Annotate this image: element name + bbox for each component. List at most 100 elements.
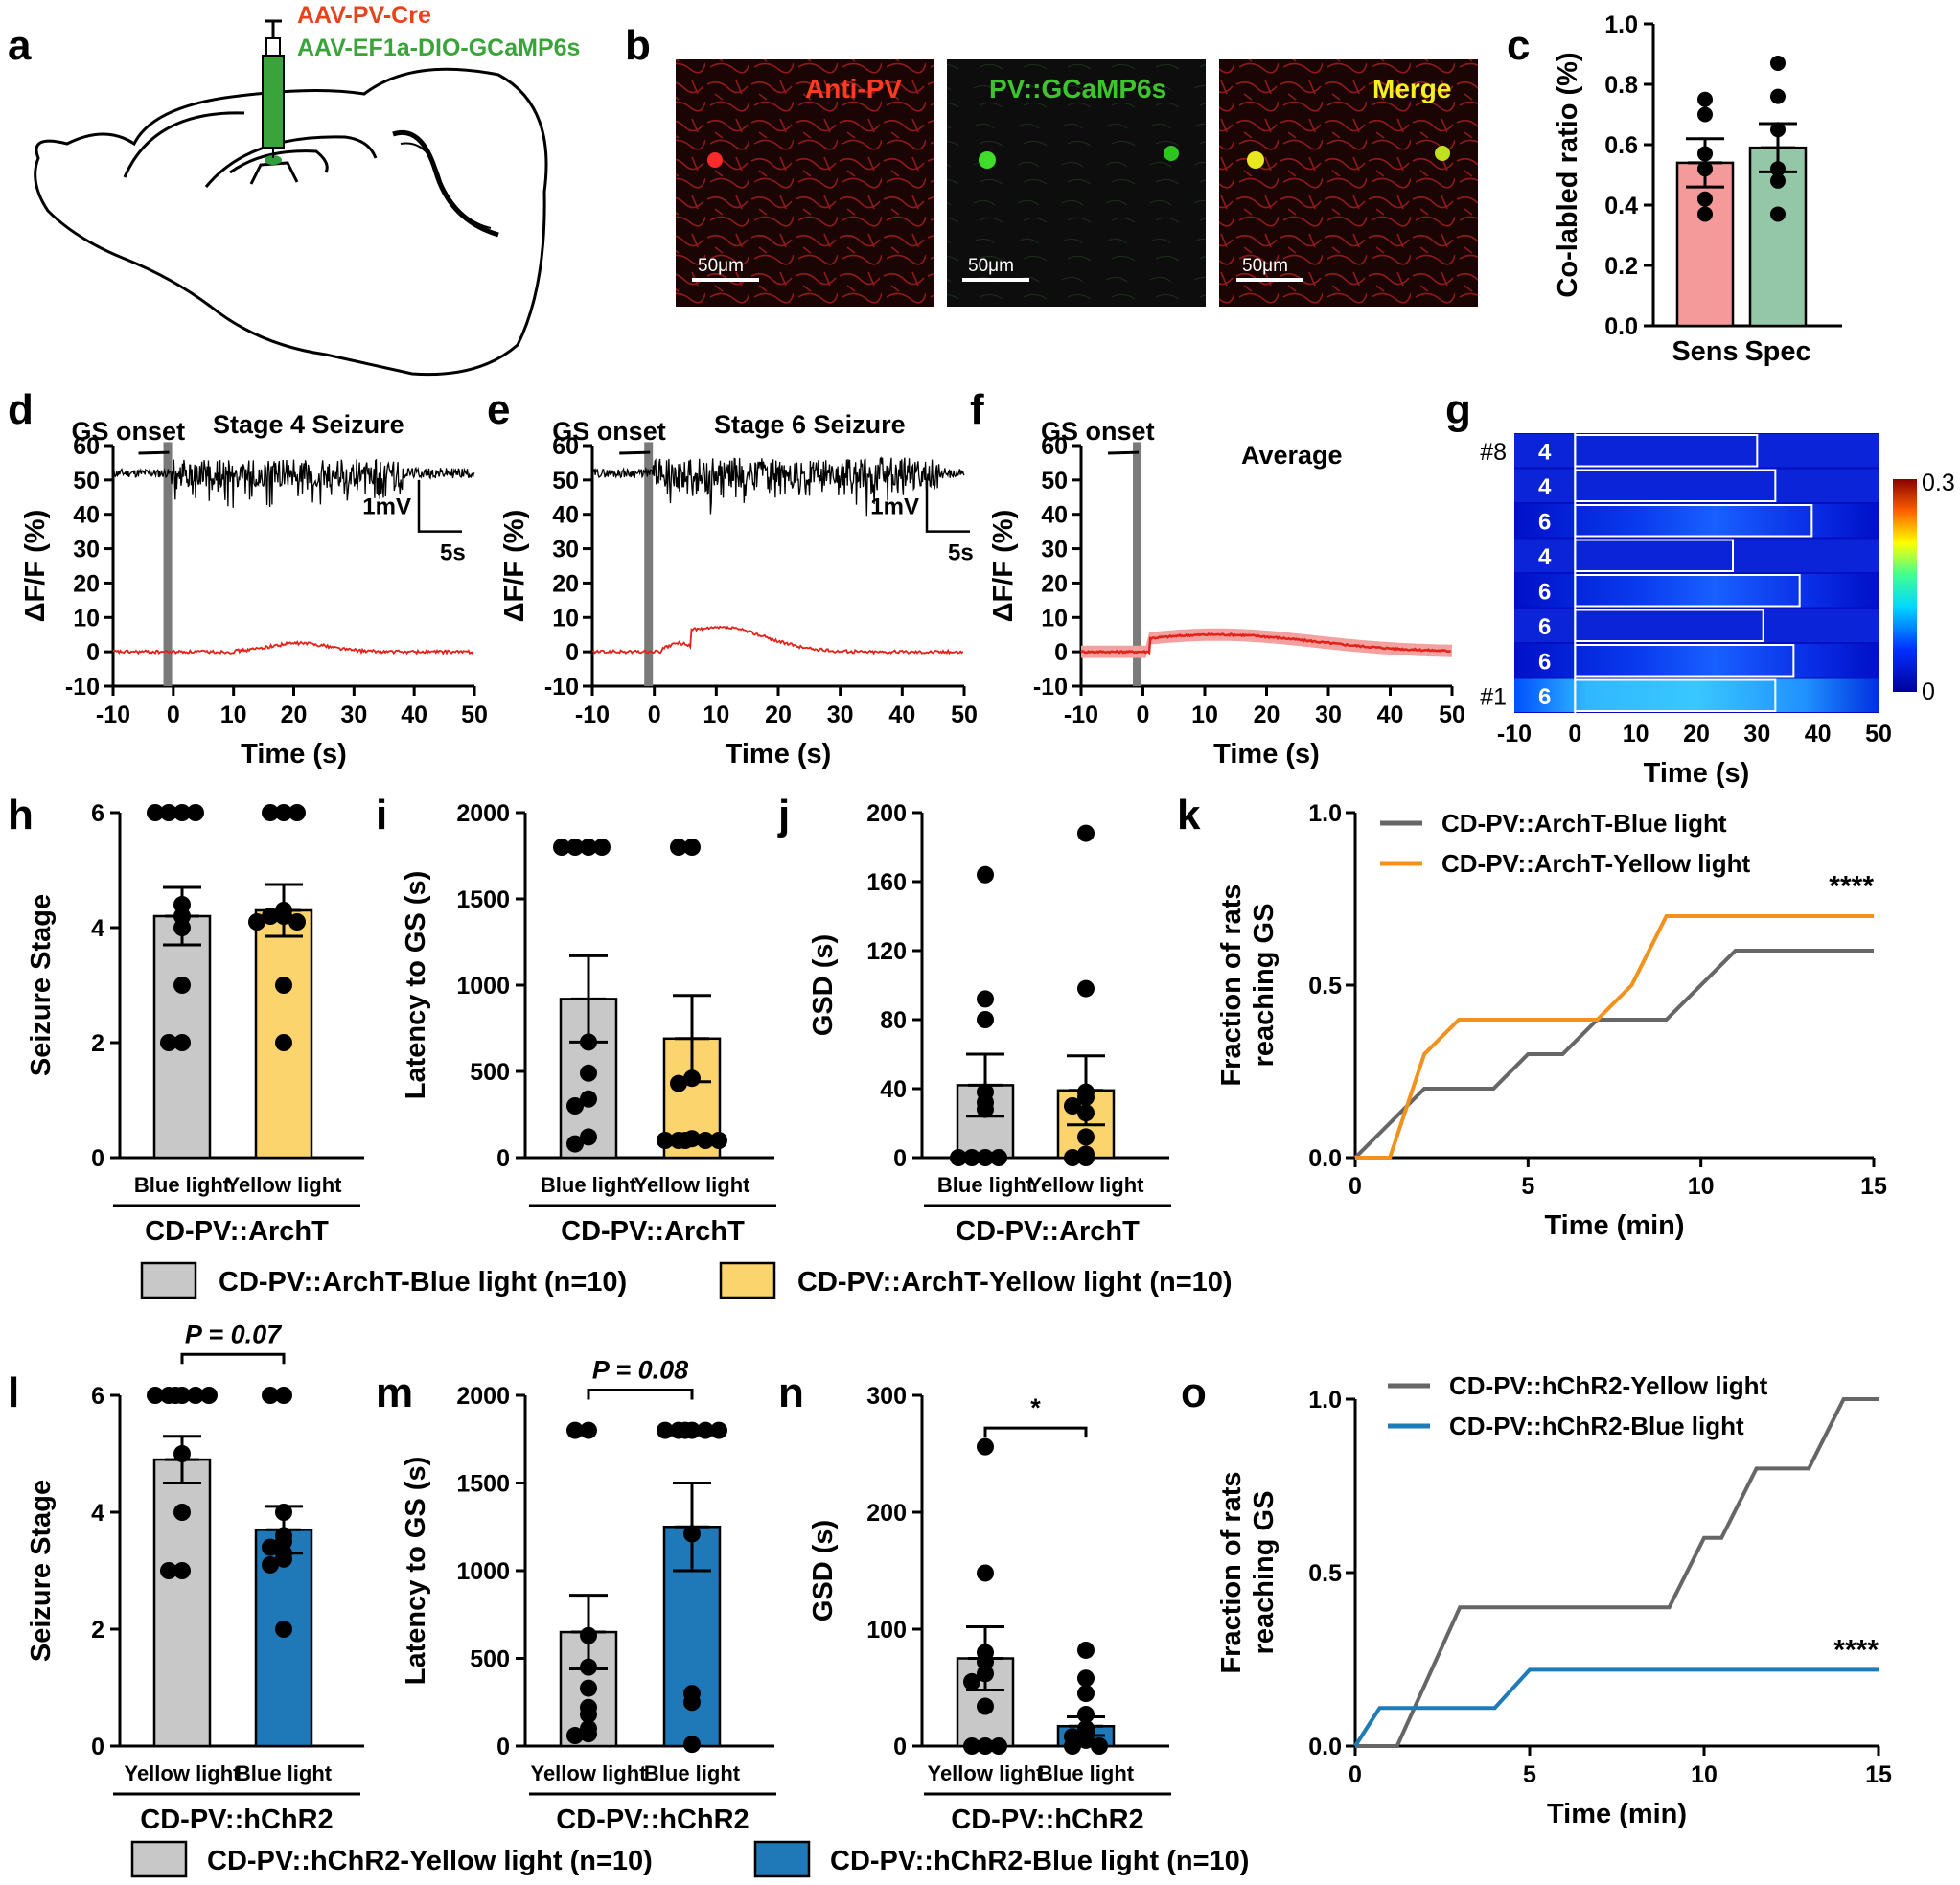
y-tick-label: 1.0 [1308,1387,1342,1414]
panel-letter-h: h [8,792,34,839]
data-point [275,1034,292,1051]
significance-stars: **** [1833,1635,1879,1667]
data-point [262,1538,279,1556]
panel-b-micrographs: Anti-PV 50μm PV::GCaMP6s 50μm Merge 50μm [676,59,1478,307]
data-point [566,1135,584,1153]
data-point [566,1097,584,1115]
y-tick-label: 50 [552,468,579,494]
data-point [710,1421,727,1439]
rank-bottom-label: #1 [1480,684,1507,711]
panel-letter-n: n [778,1369,804,1416]
trace-title: Stage 6 Seizure [714,410,906,439]
series-line-2 [1355,914,1874,1160]
y-axis-label: reaching GS [1249,1491,1280,1655]
data-point [566,839,584,856]
chart-k-cumulative: 0.0 0.5 1.0 0 5 10 15 Time (min) Fraction of rat… [1216,800,1887,1241]
x-category-label: Yellow light [225,1173,342,1197]
y-axis-label: GSD (s) [808,934,839,1036]
x-tick-label: 30 [827,701,854,728]
micrograph-label-gcamp: PV::GCaMP6s [989,74,1166,103]
x-axis-label: Time (s) [1644,758,1750,789]
x-tick-label: 0 [1349,1761,1362,1788]
heatmap-row [1514,609,1879,642]
x-tick-label: 40 [1805,721,1832,747]
data-point [167,1387,184,1404]
group-label: CD-PV::ArchT [561,1216,745,1247]
scalebar-label-1: 50μm [698,256,744,276]
data-point [1770,122,1786,138]
data-point [697,1132,714,1149]
data-point [1077,1104,1095,1122]
gs-onset-pointer [619,450,651,455]
chart-e-stage6-trace: -10 0 10 20 30 40 50 60 -10 0 10 20 30 40 50 Time (s) ΔF… [499,410,978,770]
x-category-label: Yellow light [124,1761,241,1785]
series-line-2 [1353,1667,1879,1748]
data-point [1697,91,1713,107]
data-point [1091,1737,1108,1755]
micrograph-label-anti-pv: Anti-PV [805,74,902,103]
data-point [670,839,687,856]
x-tick-label: 5 [1523,1761,1536,1788]
legend-swatch-arch-yellow [719,1261,776,1299]
data-point [173,1562,191,1579]
x-tick-label: 0 [167,701,180,728]
data-point [1697,206,1713,222]
gs-onset-pointer [138,450,170,455]
data-point [200,1387,218,1404]
heatmap-row [1514,539,1879,572]
data-point [566,1727,584,1745]
row-stage-label: 6 [1538,684,1551,710]
data-point [990,1149,1007,1166]
y-tick-label: 60 [73,433,100,460]
data-point [950,1149,967,1166]
y-tick-label: 0 [91,1145,104,1172]
x-category-label: Spec [1744,336,1810,367]
legend-label: CD-PV::ArchT-Blue light [1441,809,1727,838]
y-tick-label: 200 [866,800,907,827]
data-point [275,1621,292,1638]
legend-label-arch-yellow: CD-PV::ArchT-Yellow light (n=10) [797,1267,1233,1298]
y-tick-label: 120 [866,938,907,965]
row-stage-label: 6 [1538,614,1551,640]
data-point [580,1033,597,1051]
y-tick-label: 500 [470,1059,510,1086]
panel-letter-f: f [970,386,984,433]
data-point [275,908,292,925]
data-point [670,1074,687,1092]
x-category-label: Yellow light [530,1761,647,1785]
y-tick-label: 0 [893,1734,907,1760]
data-point [580,1064,597,1082]
y-tick-label: 100 [866,1617,907,1644]
y-tick-label: 1500 [456,886,510,913]
data-point [262,1555,279,1574]
virus-label-green: AAV-EF1a-DIO-GCaMP6s [297,34,580,61]
data-point [990,1737,1007,1755]
x-tick-label: 40 [888,701,915,728]
x-tick-label: 10 [1623,721,1649,747]
y-tick-label: 0 [565,639,579,666]
data-point [1077,979,1095,998]
x-category-label: Yellow light [1027,1173,1144,1197]
data-point [173,1504,191,1521]
data-point [580,1626,597,1644]
data-point [173,804,191,821]
data-point [580,839,597,856]
x-tick-label: 10 [1691,1761,1718,1788]
data-point [1077,1128,1095,1146]
data-point [657,1421,674,1439]
scale-s-label: 5s [440,540,466,566]
legend-chr2: CD-PV::hChR2-Yellow light (n=10) CD-PV::… [130,1840,1249,1878]
x-tick-label: 50 [1865,721,1892,747]
data-point [1697,191,1713,207]
y-tick-label: 10 [552,605,579,632]
x-axis-label: Time (s) [726,739,832,770]
y-tick-label: 0 [893,1145,907,1172]
data-point [566,1421,584,1439]
y-axis-label: ΔF/F (%) [499,510,530,623]
data-point [977,1149,994,1166]
heatmap-row [1514,644,1879,678]
x-category-label: Blue light [937,1173,1034,1197]
significance-bracket [983,1426,1088,1438]
trace-title: Stage 4 Seizure [213,410,404,439]
row-stage-label: 4 [1538,440,1552,466]
